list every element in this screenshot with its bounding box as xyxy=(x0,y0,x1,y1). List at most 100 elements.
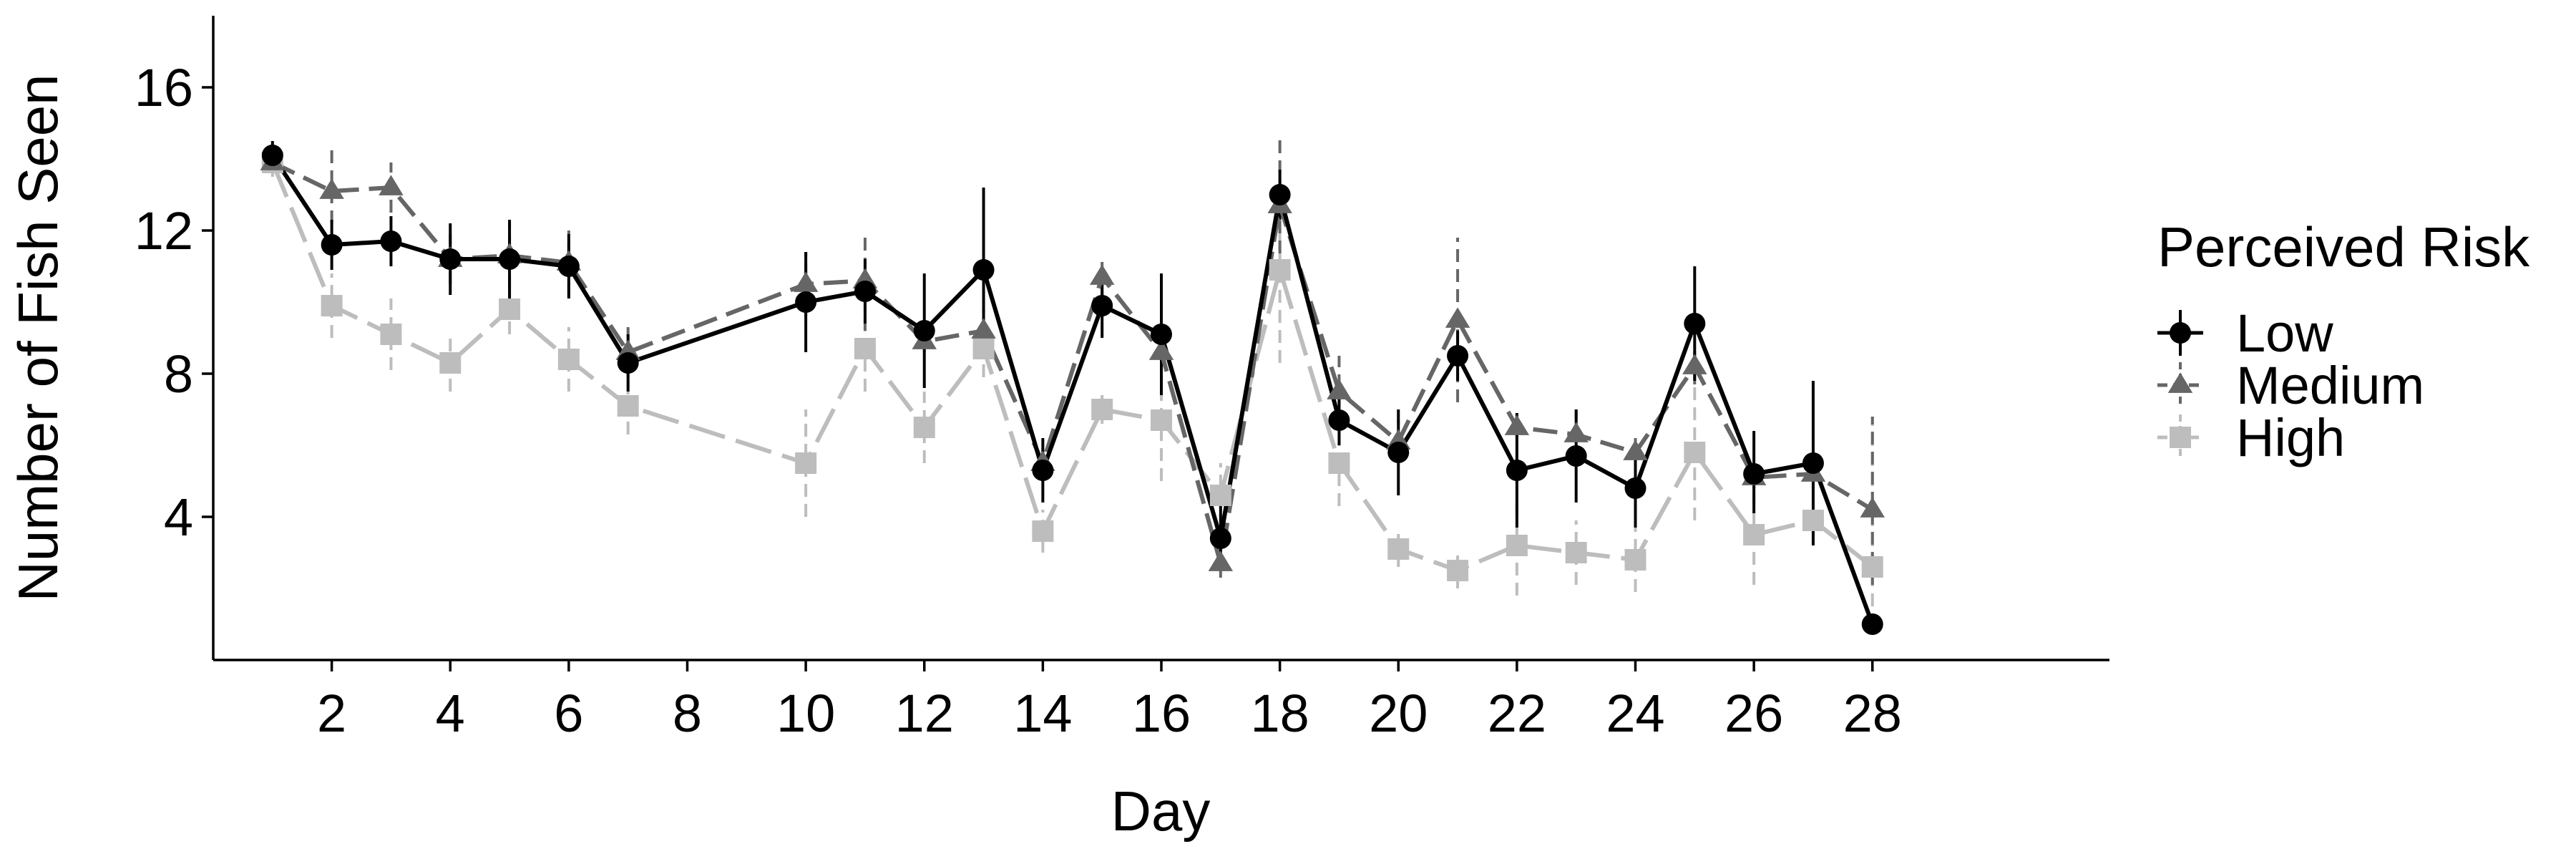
y-tick-label: 8 xyxy=(164,344,193,404)
low-point xyxy=(854,281,876,302)
medium-point xyxy=(1208,550,1234,571)
high-point xyxy=(1447,560,1469,581)
x-axis-title: Day xyxy=(1111,780,1211,843)
legend-label-low: Low xyxy=(2236,304,2333,363)
high-point xyxy=(439,352,462,374)
high-point xyxy=(1624,549,1646,571)
x-tick-label: 26 xyxy=(1724,684,1783,743)
low-point xyxy=(1387,442,1410,463)
low-point xyxy=(1802,452,1824,474)
low-point xyxy=(439,248,462,270)
high-point xyxy=(1269,259,1291,281)
high-point xyxy=(321,295,343,316)
high-point xyxy=(913,417,935,438)
low-point xyxy=(1684,313,1706,334)
medium-point xyxy=(1504,414,1530,435)
low-point xyxy=(913,320,935,341)
high-point xyxy=(1743,524,1765,545)
high-point xyxy=(1032,520,1054,542)
low-point xyxy=(321,234,343,256)
medium-point xyxy=(1623,440,1648,460)
y-axis-title: Number of Fish Seen xyxy=(6,74,69,601)
low-point xyxy=(1447,345,1469,367)
legend-key-marker xyxy=(2167,372,2193,393)
high-point xyxy=(499,299,521,320)
medium-point xyxy=(1860,497,1885,518)
legend-item-medium: Medium xyxy=(2157,356,2424,415)
high-point xyxy=(1328,452,1350,474)
high-point xyxy=(1565,542,1587,563)
x-tick-label: 18 xyxy=(1250,684,1309,743)
x-tick-label: 20 xyxy=(1369,684,1428,743)
low-point xyxy=(617,352,639,374)
high-point xyxy=(1091,399,1113,420)
legend-item-high: High xyxy=(2157,408,2345,467)
x-axis-ticks: 2 4 6 8 10 12 14 16 18 20 22 24 26 28 xyxy=(317,660,1902,743)
x-tick-label: 8 xyxy=(673,684,702,743)
high-point xyxy=(1861,556,1883,578)
medium-point xyxy=(793,271,819,292)
x-tick-label: 24 xyxy=(1606,684,1664,743)
high-point xyxy=(380,324,402,345)
x-tick-label: 14 xyxy=(1013,684,1072,743)
medium-point xyxy=(1682,354,1707,374)
medium-point xyxy=(1327,379,1352,399)
y-tick-label: 16 xyxy=(135,58,193,117)
medium-point xyxy=(971,318,996,339)
low-point xyxy=(1091,295,1113,316)
legend-key-marker xyxy=(2170,427,2191,448)
legend-item-low: Low xyxy=(2157,304,2333,363)
medium-point xyxy=(1089,264,1115,285)
legend-label-high: High xyxy=(2236,408,2345,467)
medium-point xyxy=(379,175,404,195)
high-point xyxy=(1506,535,1528,556)
low-point xyxy=(1861,613,1883,635)
high-point xyxy=(557,349,580,370)
low-point xyxy=(972,259,995,281)
low-point xyxy=(499,248,521,270)
y-tick-label: 4 xyxy=(164,487,193,547)
low-point xyxy=(1624,477,1646,499)
x-tick-label: 16 xyxy=(1132,684,1191,743)
x-tick-label: 22 xyxy=(1488,684,1546,743)
low-point xyxy=(1209,528,1231,549)
high-point xyxy=(1209,485,1231,506)
medium-series-line xyxy=(271,160,1874,566)
x-tick-label: 28 xyxy=(1843,684,1902,743)
low-point xyxy=(1565,445,1587,467)
x-tick-label: 12 xyxy=(895,684,954,743)
high-point xyxy=(1151,409,1172,431)
y-axis-ticks: 4 8 12 16 xyxy=(135,58,213,547)
low-point xyxy=(1151,324,1172,345)
low-point xyxy=(1506,460,1528,481)
low-point xyxy=(380,230,402,252)
high-point xyxy=(1802,510,1824,531)
x-tick-label: 2 xyxy=(317,684,346,743)
x-tick-label: 6 xyxy=(554,684,583,743)
high-point xyxy=(617,395,639,417)
low-point xyxy=(1328,409,1350,431)
low-point xyxy=(1269,184,1291,205)
high-point xyxy=(972,338,995,359)
medium-point xyxy=(1563,422,1589,442)
x-tick-label: 4 xyxy=(436,684,465,743)
legend-title: Perceived Risk xyxy=(2157,215,2530,278)
high-point xyxy=(1387,538,1410,560)
legend-label-medium: Medium xyxy=(2236,356,2424,415)
high-point xyxy=(854,338,876,359)
y-tick-label: 12 xyxy=(135,201,193,261)
low-point xyxy=(261,145,283,166)
medium-point xyxy=(319,178,344,199)
low-point xyxy=(795,291,817,313)
data-markers xyxy=(260,145,1885,635)
high-point xyxy=(795,452,817,474)
medium-point xyxy=(1148,339,1174,360)
low-point xyxy=(557,256,580,277)
low-point xyxy=(1032,460,1054,481)
low-point xyxy=(1743,463,1765,485)
x-tick-label: 10 xyxy=(776,684,835,743)
legend-key-marker xyxy=(2170,322,2191,344)
